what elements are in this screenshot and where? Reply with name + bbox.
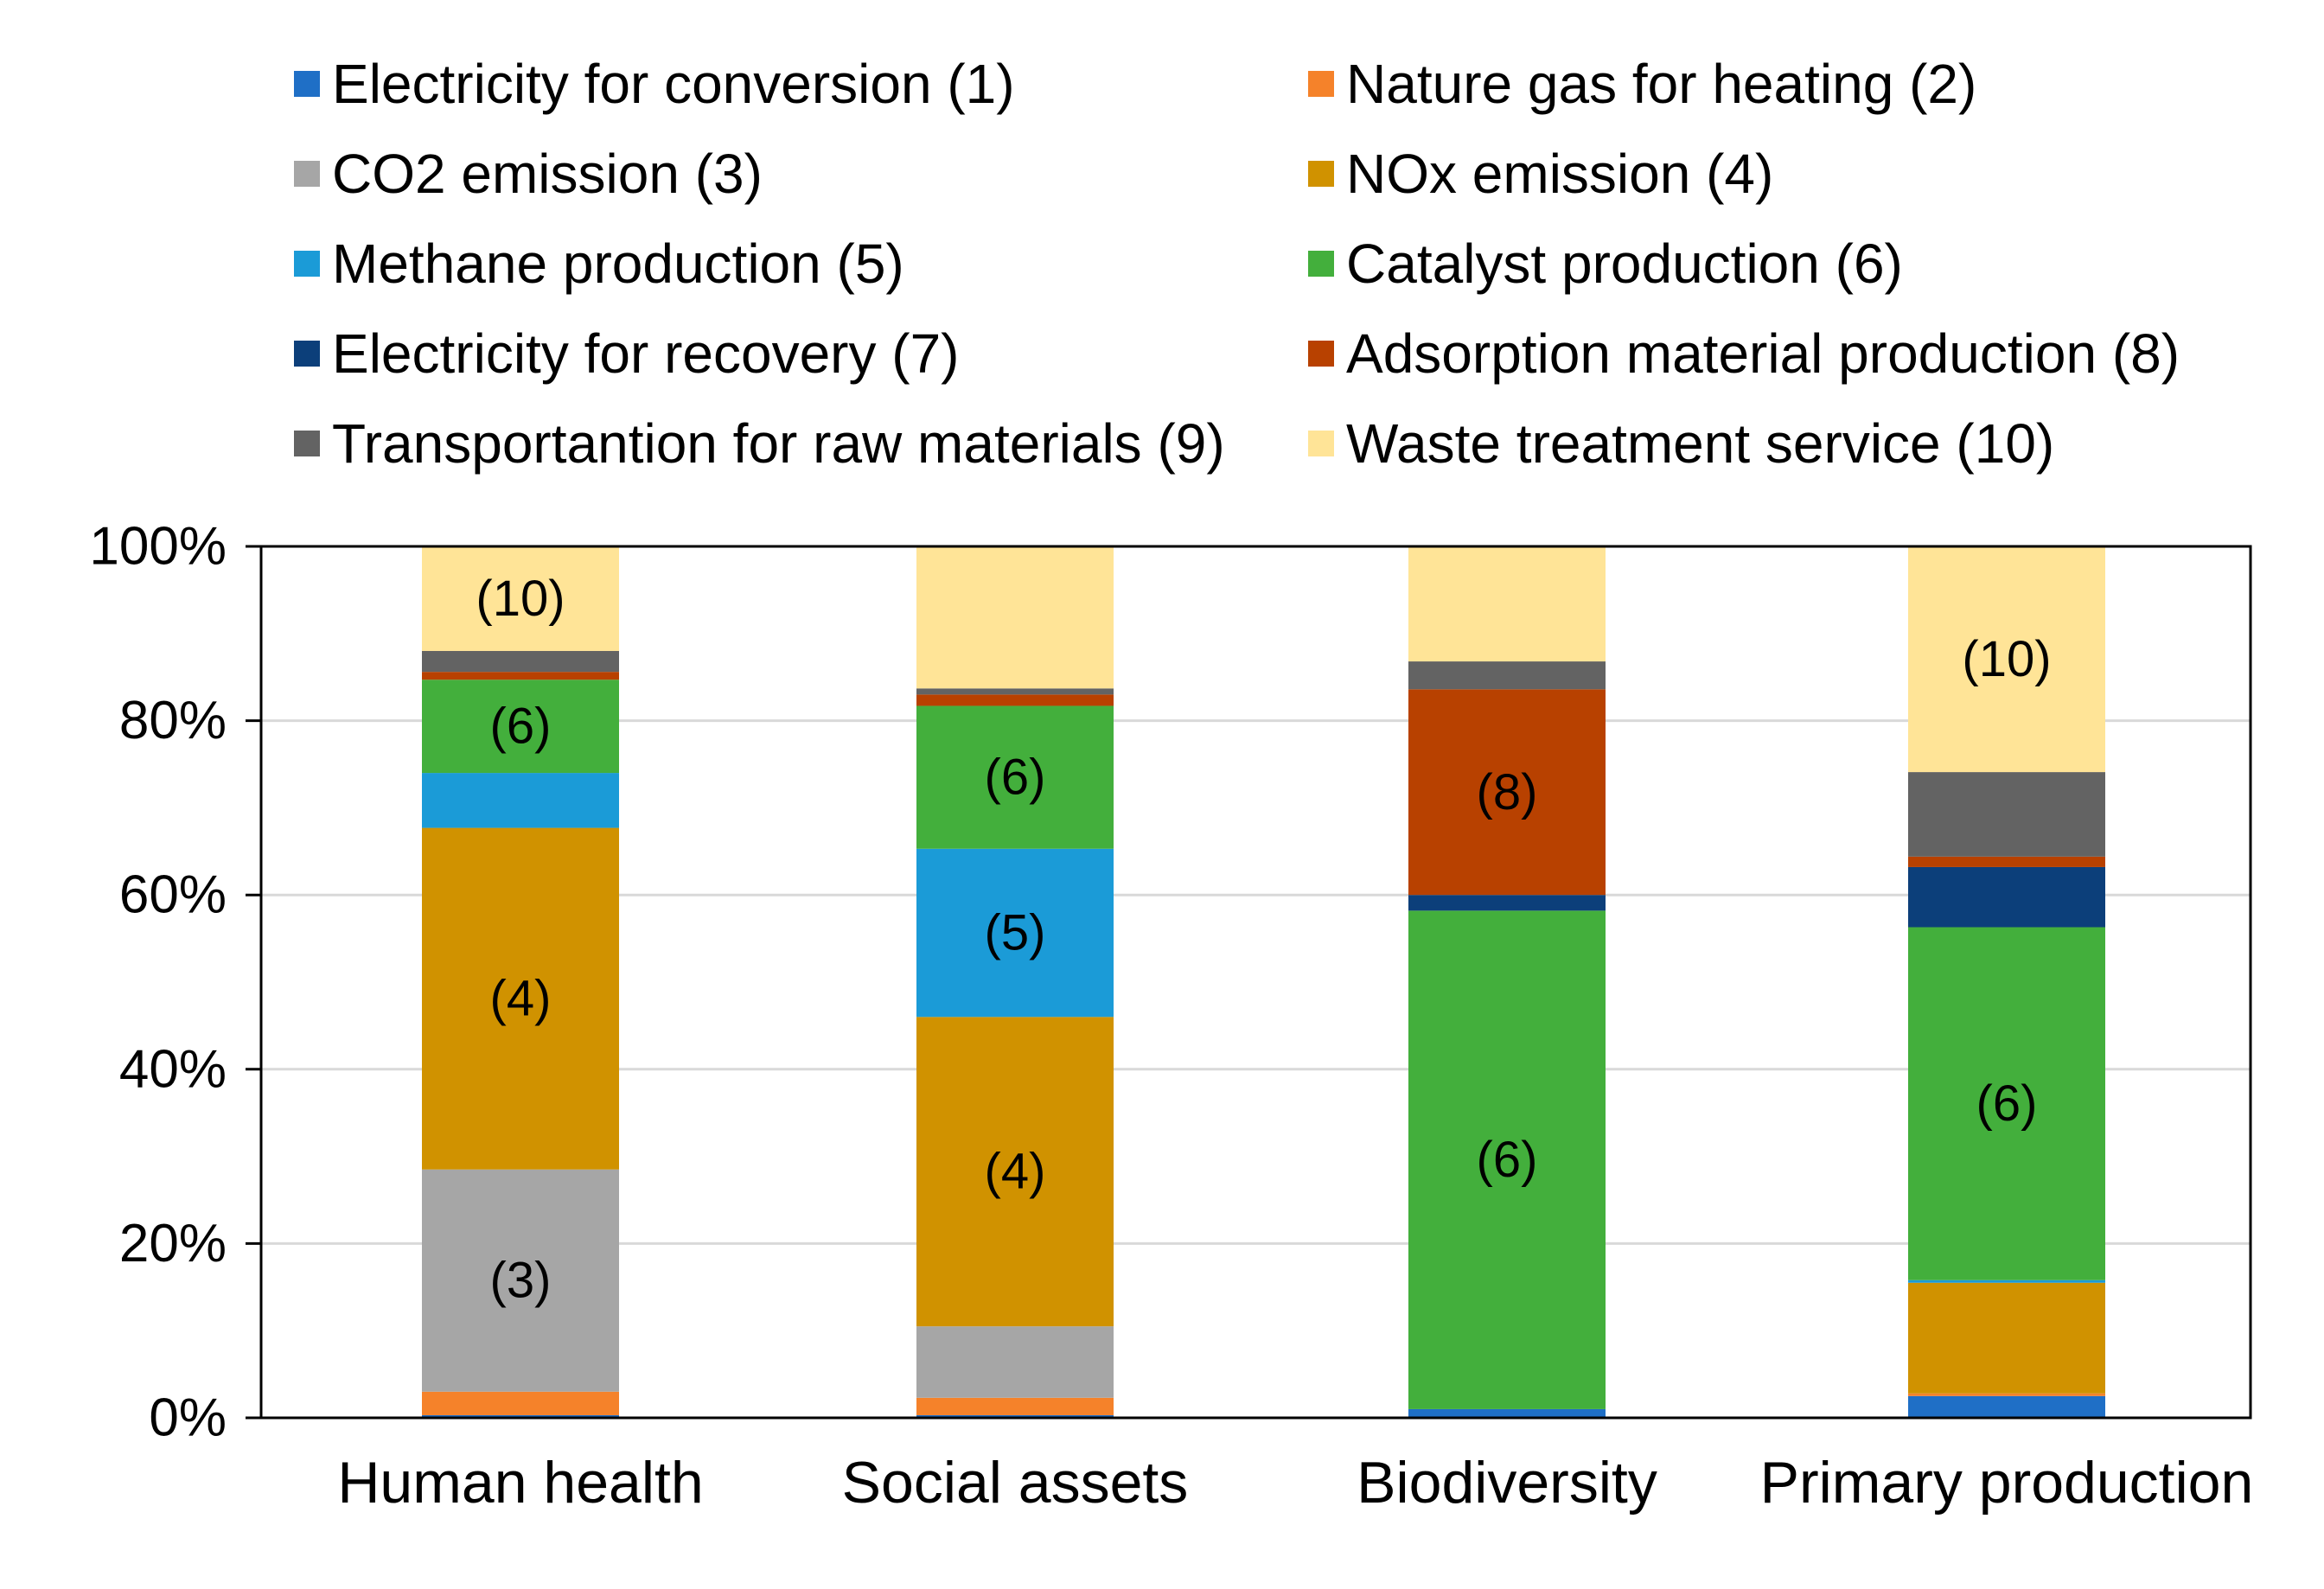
- y-tick-label: 20%: [119, 1214, 227, 1273]
- legend-item-transportantion-for-raw-materials: Transportantion for raw materials (9): [294, 412, 1225, 475]
- data-labels: (10) (6) (4) (3) (6) (5) (4) (8) (6) (10) (6): [476, 571, 2051, 1309]
- bar-segment-social-assets-transportantion-for-raw-materials: [916, 688, 1114, 695]
- legend-swatch: [294, 431, 320, 456]
- legend-label: Transportantion for raw materials (9): [332, 412, 1225, 475]
- legend: Electricity for conversion (1) Nature gas…: [294, 53, 2180, 475]
- legend-item-adsorption-material-production: Adsorption material production (8): [1308, 322, 2180, 385]
- data-label-social-assets-nox-emission: (4): [985, 1144, 1046, 1200]
- bar-segment-biodiversity-waste-treatment-service: [1408, 546, 1606, 662]
- legend-label: Electricity for conversion (1): [332, 53, 1015, 115]
- bar-segment-human-health-electricity-for-conversion: [422, 1414, 619, 1418]
- data-label-social-assets-methane-production: (5): [985, 905, 1046, 961]
- data-label-primary-production-catalyst-production: (6): [1976, 1075, 2038, 1132]
- data-label-human-health-nox-emission: (4): [490, 971, 552, 1027]
- bar-segment-primary-production-adsorption-material-production: [1908, 856, 2105, 867]
- bar-segment-biodiversity-transportantion-for-raw-materials: [1408, 661, 1606, 690]
- data-label-social-assets-catalyst-production: (6): [985, 750, 1046, 806]
- legend-item-waste-treatment-service: Waste treatment service (10): [1308, 412, 2054, 475]
- data-label-biodiversity-adsorption-material-production: (8): [1477, 764, 1538, 820]
- axes: 0% 20% 40% 60% 80% 100% Human health Social ass…: [89, 517, 2253, 1516]
- legend-label: Nature gas for heating (2): [1346, 53, 1976, 115]
- legend-item-nox-emission: NOx emission (4): [1308, 143, 1773, 205]
- bar-segment-biodiversity-electricity-for-conversion: [1408, 1408, 1606, 1418]
- data-label-primary-production-waste-treatment-service: (10): [1962, 631, 2051, 687]
- legend-swatch: [294, 161, 320, 187]
- x-tick-label-biodiversity: Biodiversity: [1357, 1450, 1657, 1516]
- y-tick-label: 80%: [119, 691, 227, 750]
- bar-segment-biodiversity-electricity-for-recovery: [1408, 895, 1606, 911]
- legend-item-catalyst-production: Catalyst production (6): [1308, 233, 1903, 295]
- bar-segment-human-health-adsorption-material-production: [422, 672, 619, 680]
- y-tick-label: 0%: [149, 1388, 227, 1448]
- legend-label: Catalyst production (6): [1346, 233, 1903, 295]
- bar-segment-human-health-nature-gas-for-heating: [422, 1391, 619, 1415]
- bar-segment-social-assets-adsorption-material-production: [916, 694, 1114, 706]
- legend-item-electricity-for-conversion: Electricity for conversion (1): [294, 53, 1015, 115]
- legend-label: Adsorption material production (8): [1346, 322, 2180, 385]
- legend-item-nature-gas-for-heating: Nature gas for heating (2): [1308, 53, 1976, 115]
- bar-segment-primary-production-catalyst-production: [1908, 927, 2105, 1280]
- legend-swatch: [294, 251, 320, 277]
- legend-label: Waste treatment service (10): [1346, 412, 2054, 475]
- bar-segment-human-health-nox-emission: [422, 827, 619, 1170]
- legend-swatch: [294, 71, 320, 97]
- bar-segment-primary-production-electricity-for-conversion: [1908, 1395, 2105, 1418]
- data-label-human-health-co2-emission: (3): [490, 1253, 552, 1309]
- bar-segment-social-assets-electricity-for-conversion: [916, 1414, 1114, 1418]
- bar-segment-human-health-catalyst-production: [422, 680, 619, 774]
- legend-swatch: [1308, 71, 1334, 97]
- x-tick-label-human-health: Human health: [337, 1450, 703, 1516]
- bar-segment-primary-production-transportantion-for-raw-materials: [1908, 772, 2105, 857]
- legend-swatch: [1308, 251, 1334, 277]
- bar-segment-social-assets-co2-emission: [916, 1326, 1114, 1398]
- legend-item-co2-emission: CO2 emission (3): [294, 143, 763, 205]
- data-label-human-health-waste-treatment-service: (10): [476, 571, 565, 627]
- legend-label: NOx emission (4): [1346, 143, 1773, 205]
- x-tick-label-social-assets: Social assets: [842, 1450, 1189, 1516]
- x-tick-label-primary-production: Primary production: [1760, 1450, 2254, 1516]
- bar-segment-social-assets-methane-production: [916, 848, 1114, 1018]
- legend-swatch: [1308, 341, 1334, 367]
- bar-segment-biodiversity-catalyst-production: [1408, 910, 1606, 1409]
- bar-segment-social-assets-nox-emission: [916, 1017, 1114, 1327]
- bar-segment-human-health-methane-production: [422, 773, 619, 828]
- legend-label: Methane production (5): [332, 233, 904, 295]
- bar-segment-social-assets-nature-gas-for-heating: [916, 1397, 1114, 1415]
- bar-segment-biodiversity-adsorption-material-production: [1408, 689, 1606, 896]
- bar-segment-primary-production-methane-production: [1908, 1279, 2105, 1283]
- y-tick-label: 60%: [119, 865, 227, 925]
- legend-label: Electricity for recovery (7): [332, 322, 959, 385]
- legend-swatch: [1308, 161, 1334, 187]
- legend-label: CO2 emission (3): [332, 143, 763, 205]
- data-label-biodiversity-catalyst-production: (6): [1477, 1132, 1538, 1188]
- y-tick-label: 40%: [119, 1039, 227, 1099]
- bar-segment-primary-production-waste-treatment-service: [1908, 546, 2105, 773]
- legend-item-methane-production: Methane production (5): [294, 233, 904, 295]
- legend-item-electricity-for-recovery: Electricity for recovery (7): [294, 322, 959, 385]
- bar-segment-primary-production-nox-emission: [1908, 1282, 2105, 1394]
- bar-segment-social-assets-catalyst-production: [916, 705, 1114, 849]
- bar-segment-human-health-co2-emission: [422, 1169, 619, 1392]
- y-tick-label: 100%: [89, 517, 227, 577]
- legend-swatch: [294, 341, 320, 367]
- plot-frame: [259, 545, 2252, 1420]
- bar-segment-social-assets-waste-treatment-service: [916, 546, 1114, 689]
- bar-segment-primary-production-electricity-for-recovery: [1908, 866, 2105, 928]
- bar-segment-human-health-waste-treatment-service: [422, 546, 619, 651]
- bar-segment-primary-production-nature-gas-for-heating: [1908, 1393, 2105, 1396]
- bars: [422, 546, 2105, 1418]
- data-label-human-health-catalyst-production: (6): [490, 699, 552, 755]
- legend-swatch: [1308, 431, 1334, 456]
- bar-segment-human-health-transportantion-for-raw-materials: [422, 650, 619, 673]
